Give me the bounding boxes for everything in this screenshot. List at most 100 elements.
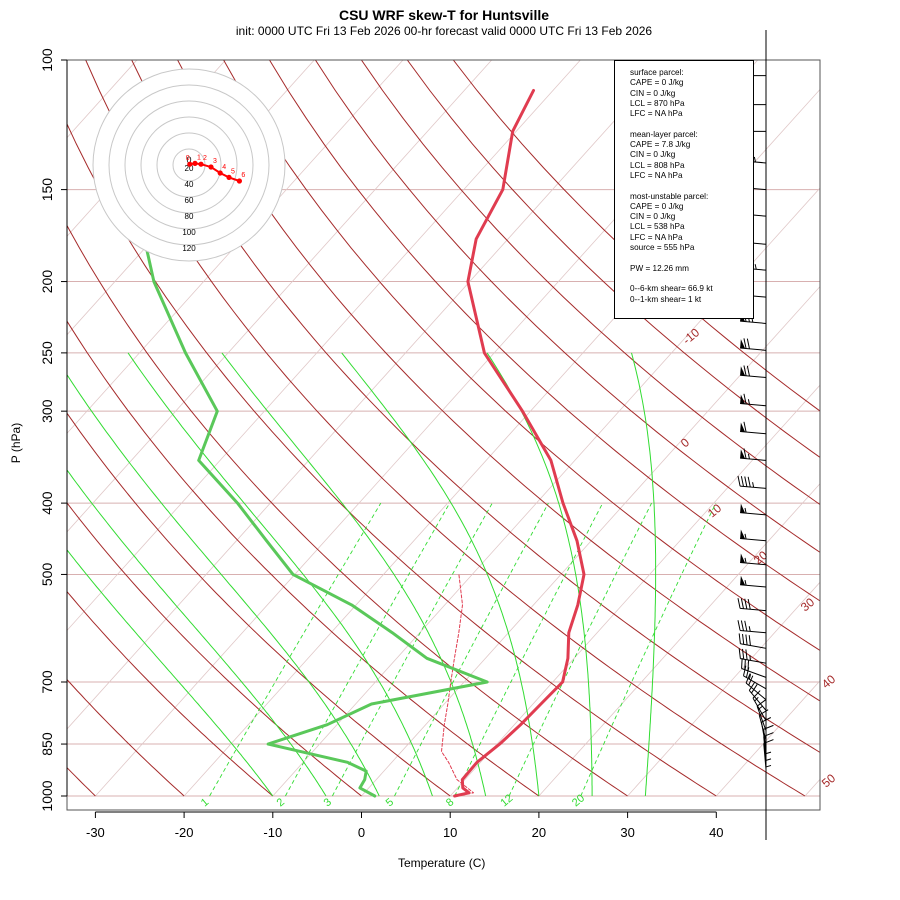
wind-barb-staff <box>740 607 767 612</box>
mixing-ratio-label: 20 <box>570 792 587 809</box>
hodograph-height-label: 6 <box>241 172 245 179</box>
stat-line: LCL = 538 hPa <box>630 222 685 232</box>
wind-barb-full <box>747 598 751 610</box>
stat-line: 0--1-km shear= 1 kt <box>630 294 702 304</box>
dry-adiabat-line <box>67 590 274 797</box>
parcel-line <box>441 573 474 797</box>
wind-barb-staff <box>740 658 767 664</box>
mixing-ratio-line <box>332 502 493 797</box>
isotherm-line <box>804 778 820 797</box>
stat-line: LFC = NA hPa <box>630 232 683 242</box>
isotherm-line <box>67 60 492 533</box>
wind-barb-full <box>763 739 774 744</box>
isotherm-line <box>449 384 820 797</box>
moist-adiabats <box>67 352 657 797</box>
hodograph-point <box>236 178 242 184</box>
dry-adiabat-line <box>67 320 540 797</box>
wind-barb <box>737 475 767 489</box>
wind-barb-staff <box>752 697 767 721</box>
wind-barb-flag <box>740 503 746 514</box>
mixing-ratio-label: 12 <box>498 792 515 809</box>
wind-barb-full <box>744 598 748 610</box>
y-axis-label: P (hPa) <box>9 422 24 464</box>
stat-line: 0--6-km shear= 66.9 kt <box>630 284 713 294</box>
precipitable-water: PW = 12.26 mm <box>630 263 689 273</box>
wind-barb-full <box>746 365 750 377</box>
pressure-axis: 100 150 200 250 300 400 500 700 850 1000 <box>39 48 68 812</box>
wind-barb <box>740 338 767 351</box>
hodograph-height-label: 1 <box>197 154 201 161</box>
dry-adiabat-line <box>406 60 820 458</box>
wind-barb-full <box>748 675 754 686</box>
wind-barb-full <box>743 393 747 405</box>
pressure-tick-label: 200 <box>39 270 55 294</box>
temperature-tick-label: 40 <box>709 825 723 840</box>
dry-adiabat-line <box>67 224 628 797</box>
mixing-ratio-line <box>394 502 549 797</box>
wind-barb-full <box>763 732 774 737</box>
wind-barb <box>740 553 767 566</box>
wind-barb-staff <box>756 706 767 731</box>
dry-adiabat-label: 50 <box>819 771 838 791</box>
wind-barb-half <box>753 156 756 163</box>
wind-barb-full <box>740 476 744 487</box>
isotherm-line <box>67 60 670 730</box>
wind-barb <box>745 673 767 701</box>
wind-barb <box>748 681 767 711</box>
stat-line: CIN = 0 J/kg <box>630 150 676 160</box>
wind-barb-full <box>745 667 750 678</box>
wind-barb <box>737 598 767 612</box>
isotherm-line <box>272 187 820 797</box>
parcel-trace <box>441 573 474 797</box>
wind-barb <box>765 763 772 790</box>
wind-barb <box>740 365 767 378</box>
mixing-ratio-label: 8 <box>444 796 456 809</box>
wind-barb-full <box>763 724 774 730</box>
hodograph-point <box>208 164 214 170</box>
wind-barb-staff <box>740 512 767 516</box>
moist-adiabat-line <box>486 352 593 796</box>
moist-adiabat-line <box>127 352 433 797</box>
stat-line: CIN = 0 J/kg <box>630 212 676 222</box>
hodograph-height-label: 5 <box>231 168 235 175</box>
wind-barb-full <box>746 338 750 349</box>
pressure-tick-label: 150 <box>39 178 55 202</box>
wind-barb <box>740 575 767 588</box>
pressure-tick-label: 250 <box>39 341 55 365</box>
wind-barb-staff <box>741 668 767 678</box>
wind-barb <box>740 393 767 407</box>
surface-parcel-stats: surface parcel: CAPE = 0 J/kg CIN = 0 J/… <box>630 68 753 119</box>
dewpoint-line <box>142 237 489 798</box>
pressure-tick-label: 700 <box>39 670 55 694</box>
wind-barb-full <box>743 421 747 433</box>
stat-line: LFC = NA hPa <box>630 109 683 119</box>
wind-barb-half <box>744 557 747 564</box>
temperature-tick-label: 10 <box>443 825 457 840</box>
wind-barb-flag <box>740 553 746 563</box>
mixing-ratio-line <box>454 502 604 797</box>
temperature-trace <box>453 89 586 798</box>
dry-adiabat-line <box>85 60 806 797</box>
pressure-tick-label: 500 <box>39 563 55 587</box>
wind-barb-full <box>748 681 756 691</box>
stat-line: mean-layer parcel: <box>630 129 698 139</box>
dry-adiabat-line <box>314 60 820 553</box>
wind-barb-full <box>743 338 747 349</box>
chart-title: CSU WRF skew-T for Huntsville <box>338 7 550 23</box>
wind-barb-half <box>747 399 750 405</box>
temperature-tick-label: 20 <box>532 825 546 840</box>
temperature-tick-label: -10 <box>263 825 282 840</box>
wind-barb <box>765 756 772 783</box>
hodograph-height-label: 2 <box>203 155 207 162</box>
wind-barb-half <box>765 758 772 761</box>
dry-adiabat-label: -10 <box>680 325 703 347</box>
wind-barb <box>752 690 767 721</box>
hodograph-ring-label: 120 <box>182 244 196 253</box>
wind-barb-flag <box>740 339 746 349</box>
stat-line: CIN = 0 J/kg <box>630 88 676 98</box>
temperature-axis: -30 -20 -10 0 10 20 30 40 <box>86 811 724 840</box>
hodograph-ring-label: 100 <box>182 228 196 237</box>
wind-barb <box>738 633 767 649</box>
pressure-tick-label: 1000 <box>39 780 55 811</box>
hodograph-point <box>187 161 193 167</box>
